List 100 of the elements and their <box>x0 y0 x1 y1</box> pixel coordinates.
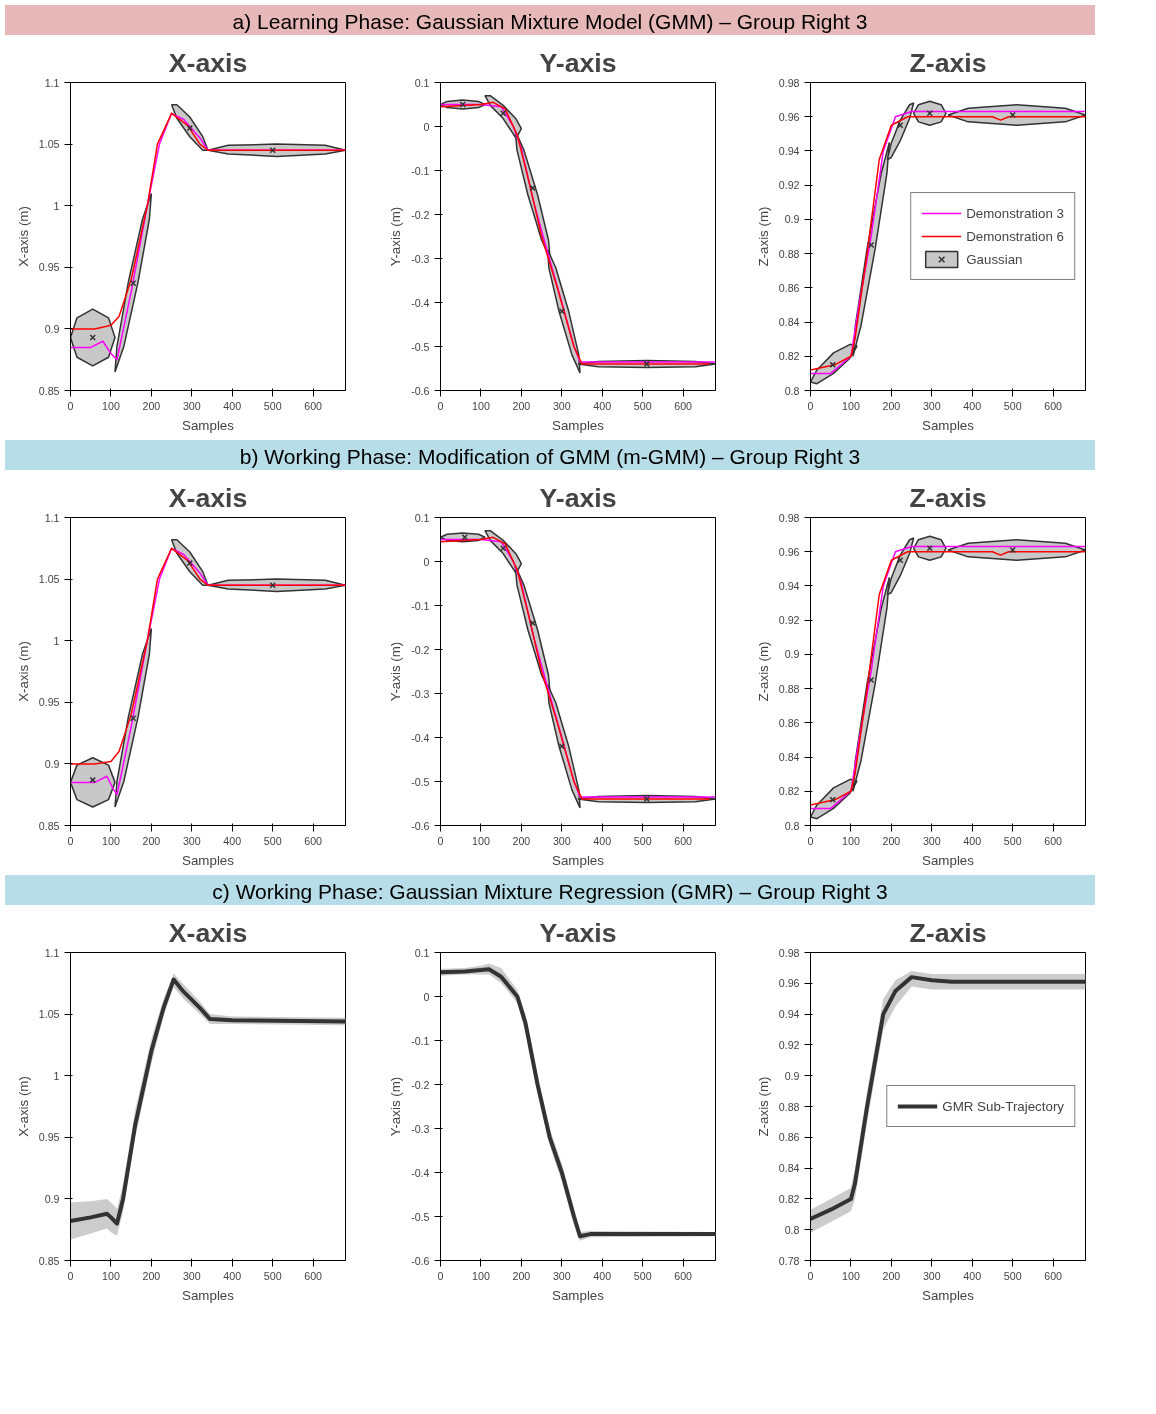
y-tick-label: 0 <box>423 990 430 1003</box>
y-axis-title: Y-axis (m) <box>388 1076 404 1137</box>
legend-label: Demonstration 3 <box>966 205 1064 221</box>
x-tick-label: 600 <box>304 399 323 412</box>
legend-label: Gaussian <box>966 251 1023 267</box>
y-tick-label: 0.9 <box>784 1069 800 1082</box>
y-tick-label: 0.85 <box>38 1254 60 1267</box>
x-tick-label: 500 <box>263 1269 282 1282</box>
x-tick-label: 300 <box>182 1269 201 1282</box>
y-tick-label: -0.6 <box>411 819 430 832</box>
x-tick-label: 200 <box>512 1269 531 1282</box>
x-tick-label: 0 <box>437 399 444 412</box>
x-tick-label: 100 <box>472 1269 490 1282</box>
y-tick-label: 0.1 <box>414 946 430 959</box>
y-tick-label: 0.84 <box>778 1162 800 1175</box>
y-tick-label: -0.2 <box>411 1078 430 1091</box>
y-axis-title: Z-axis (m) <box>755 206 771 267</box>
y-tick-label: -0.1 <box>411 1034 430 1047</box>
x-tick-label: 200 <box>882 399 901 412</box>
chart-title: Z-axis <box>909 47 987 78</box>
y-tick-label: 0.9 <box>44 757 60 770</box>
y-tick-label: -0.5 <box>411 340 430 353</box>
y-tick-label: 0.98 <box>778 76 800 89</box>
x-tick-label: 300 <box>182 834 201 847</box>
x-tick-label: 200 <box>512 399 531 412</box>
y-tick-label: 1.1 <box>44 946 60 959</box>
chart-title: Z-axis <box>909 482 987 513</box>
x-axis-title: Samples <box>552 1287 605 1303</box>
y-tick-label: -0.4 <box>411 1166 430 1179</box>
y-tick-label: 1.05 <box>38 1008 60 1021</box>
x-tick-label: 400 <box>963 834 982 847</box>
x-tick-label: 400 <box>963 1269 982 1282</box>
y-tick-label: -0.5 <box>411 1210 430 1223</box>
x-tick-label: 300 <box>552 834 571 847</box>
y-tick-label: 0.96 <box>778 110 800 123</box>
x-tick-label: 100 <box>102 834 120 847</box>
x-tick-label: 400 <box>593 834 612 847</box>
x-tick-label: 600 <box>1044 399 1063 412</box>
x-tick-label: 500 <box>263 399 282 412</box>
y-tick-label: 0.82 <box>778 1192 800 1205</box>
x-tick-label: 0 <box>67 1269 74 1282</box>
y-tick-label: 0.96 <box>778 545 800 558</box>
x-tick-label: 300 <box>552 1269 571 1282</box>
chart-title: Y-axis <box>539 47 617 78</box>
x-tick-label: 600 <box>674 399 693 412</box>
y-tick-label: -0.2 <box>411 208 430 221</box>
x-tick-label: 200 <box>882 1269 901 1282</box>
x-axis-title: Samples <box>552 852 605 868</box>
y-tick-label: 0.95 <box>38 261 60 274</box>
x-tick-label: 100 <box>102 399 120 412</box>
text: b) Working Phase: Modification of GMM (m-GMM) – Group Right 3 <box>239 444 861 470</box>
x-tick-label: 300 <box>922 834 941 847</box>
y-tick-label: 1.05 <box>38 138 60 151</box>
x-tick-label: 200 <box>142 834 161 847</box>
x-tick-label: 600 <box>674 834 693 847</box>
chart-title: X-axis <box>168 47 248 78</box>
x-tick-label: 0 <box>437 834 444 847</box>
x-tick-label: 500 <box>1003 399 1022 412</box>
x-tick-label: 0 <box>807 1269 814 1282</box>
x-tick-label: 400 <box>223 399 242 412</box>
y-tick-label: -0.3 <box>411 1122 430 1135</box>
x-tick-label: 500 <box>1003 1269 1022 1282</box>
x-tick-label: 200 <box>882 834 901 847</box>
x-tick-label: 100 <box>472 399 490 412</box>
x-tick-label: 400 <box>223 1269 242 1282</box>
x-tick-label: 600 <box>304 834 323 847</box>
y-tick-label: 0.8 <box>784 819 800 832</box>
x-axis-title: Samples <box>182 417 235 433</box>
chart-title: Y-axis <box>539 482 617 513</box>
x-tick-label: 200 <box>142 1269 161 1282</box>
y-tick-label: 0 <box>423 555 430 568</box>
y-tick-label: -0.1 <box>411 599 430 612</box>
y-tick-label: 0.84 <box>778 751 800 764</box>
x-tick-label: 300 <box>922 1269 941 1282</box>
x-tick-label: 300 <box>552 399 571 412</box>
y-tick-label: -0.4 <box>411 731 430 744</box>
y-tick-label: -0.6 <box>411 1254 430 1267</box>
y-tick-label: -0.1 <box>411 164 430 177</box>
x-tick-label: 400 <box>593 399 612 412</box>
y-tick-label: 0.86 <box>778 1131 800 1144</box>
chart-title: X-axis <box>168 917 248 948</box>
y-tick-label: 0.94 <box>778 144 800 157</box>
text: c) Working Phase: Gaussian Mixture Regression (GMR) – Group Right 3 <box>212 879 888 905</box>
y-tick-label: 0.84 <box>778 316 800 329</box>
y-tick-label: -0.3 <box>411 252 430 265</box>
x-tick-label: 600 <box>1044 834 1063 847</box>
y-tick-label: 0.9 <box>784 648 800 661</box>
y-tick-label: 1.1 <box>44 76 60 89</box>
y-tick-label: 0.82 <box>778 785 800 798</box>
y-tick-label: 0.98 <box>778 946 800 959</box>
x-tick-label: 500 <box>1003 834 1022 847</box>
x-tick-label: 0 <box>807 834 814 847</box>
y-tick-label: 0.92 <box>778 1038 800 1051</box>
y-tick-label: 0.85 <box>38 384 60 397</box>
x-tick-label: 200 <box>142 399 161 412</box>
y-tick-label: 0 <box>423 120 430 133</box>
y-axis-title: X-axis (m) <box>15 1076 31 1137</box>
y-tick-label: -0.2 <box>411 643 430 656</box>
y-axis-title: Y-axis (m) <box>388 206 404 267</box>
y-axis-title: Z-axis (m) <box>755 641 771 702</box>
